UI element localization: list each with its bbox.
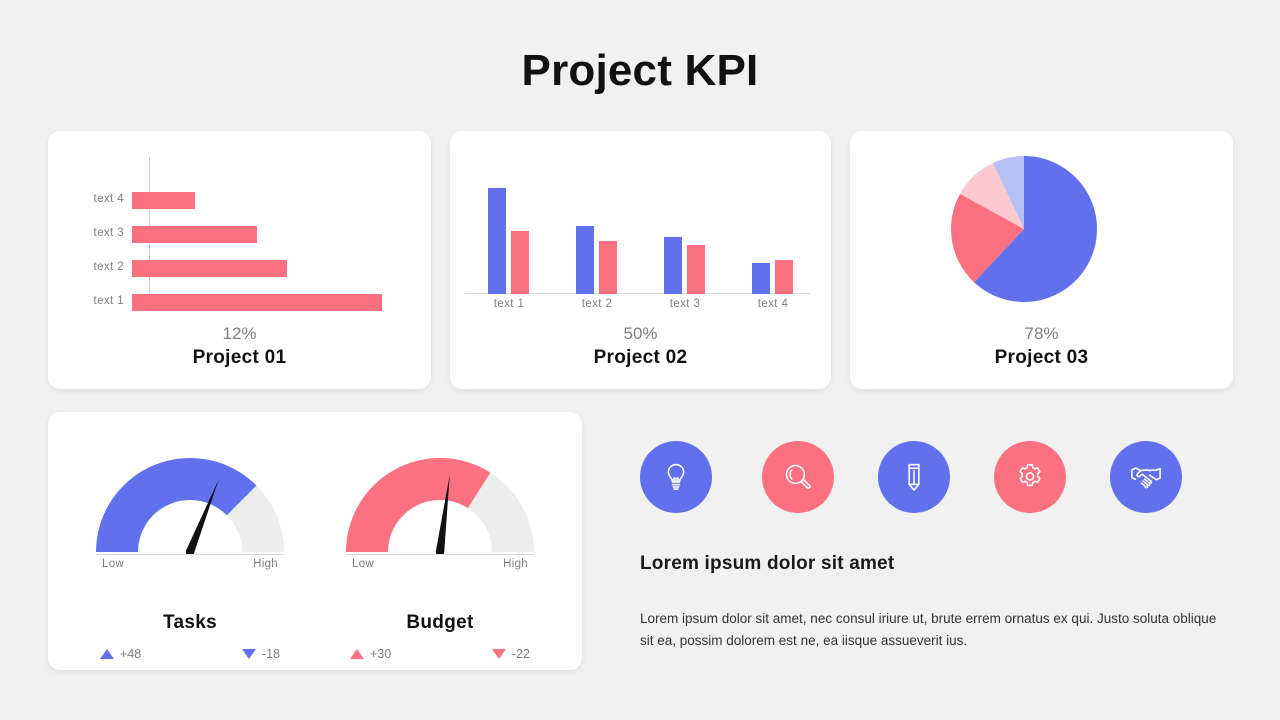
gauge-title: Budget [406,612,474,633]
hbar-bar-1 [132,294,382,311]
pie-slice-1 [974,156,1097,302]
body-heading: Lorem ipsum dolor sit amet [640,553,895,574]
vbar-blue-1 [488,188,506,294]
stat-value: +48 [120,647,142,661]
card-title: Project 02 [593,347,688,368]
gauge-scale-high: High [253,558,278,570]
hbar-label-2: text 2 [93,261,124,273]
card-project-03[interactable]: 78% Project 03 [850,131,1233,389]
card-footer-project-02: 50% Project 02 [450,323,831,371]
body-paragraph: Lorem ipsum dolor sit amet, nec consul i… [640,611,1217,648]
pie-chart [950,155,1098,303]
triangle-up-icon [350,649,364,659]
vbar-group-4: text 4 [729,159,817,310]
vbar-blue-2 [576,226,594,294]
gauge-stats: +48 -18 [90,647,290,667]
card-project-01[interactable]: text 4 text 3 text 2 text 1 12% Project … [48,131,431,389]
gauge-tasks: Low High Tasks +48 -18 [90,440,290,661]
table-row: text 3 [74,226,414,243]
card-gauges[interactable]: Low High Tasks +48 -18 Low [48,412,582,670]
triangle-down-icon [491,649,506,659]
gauge-baseline [96,554,284,555]
gauge-scale-low: Low [352,558,374,570]
hbar-label-4: text 4 [93,193,124,205]
gauge-baseline [346,554,534,555]
vbar-tick-3: text 3 [669,298,701,310]
vbar-group-1: text 1 [465,159,553,310]
vbar-red-1 [511,231,529,294]
vertical-bar-chart: text 1 text 2 text 3 text 4 [465,159,815,324]
status-badge-up: +48 [100,647,141,661]
handshake-icon [1128,459,1164,495]
icon-row [640,441,1200,513]
card-footer-project-01: 12% Project 01 [48,323,431,371]
stat-value: -18 [261,647,280,661]
hbar-bar-4 [132,192,195,209]
vbar-red-2 [599,241,617,294]
card-percent: 50% [623,324,658,343]
triangle-up-icon [100,649,114,659]
gauge-scale: Low High [340,558,540,576]
gauge-budget: Low High Budget +30 -22 [340,440,540,661]
status-badge-down: -18 [241,647,280,661]
hbar-bar-3 [132,226,257,243]
pie-slice-2 [951,193,1024,283]
vbar-red-4 [775,260,793,294]
magnifier-icon-button[interactable] [762,441,834,513]
gauge-needle [186,479,219,554]
gauge-tasks-svg [96,458,284,557]
pie-slice-3 [960,162,1024,229]
magnifier-icon [781,460,815,494]
vbar-tick-4: text 4 [757,298,789,310]
handshake-icon-button[interactable] [1110,441,1182,513]
hbar-label-3: text 3 [93,227,124,239]
vbar-group-2: text 2 [553,159,641,310]
gear-icon [1013,460,1047,494]
pencil-icon-button[interactable] [878,441,950,513]
table-row: text 1 [74,294,414,311]
card-project-02[interactable]: text 1 text 2 text 3 text 4 50% Project … [450,131,831,389]
vbar-tick-1: text 1 [493,298,525,310]
stat-value: +30 [370,647,392,661]
status-badge-up: +30 [350,647,391,661]
card-percent: 12% [222,324,257,343]
gauge-stats: +30 -22 [340,647,540,667]
lightbulb-icon-button[interactable] [640,441,712,513]
chart-baseline [465,293,810,294]
card-footer-project-03: 78% Project 03 [850,323,1233,371]
vbar-blue-3 [664,236,682,294]
table-row: text 2 [74,260,414,277]
gear-icon-button[interactable] [994,441,1066,513]
status-badge-down: -22 [491,647,530,661]
vbar-red-3 [687,245,705,294]
hbar-label-1: text 1 [93,295,124,307]
pie-slice-4 [992,156,1024,229]
gauge-value-arc [96,458,257,552]
gauge-value-arc [346,458,491,552]
vbar-blue-4 [752,263,770,294]
vbar-tick-2: text 2 [581,298,613,310]
horizontal-bar-chart: text 4 text 3 text 2 text 1 [74,154,414,319]
pencil-icon [897,460,931,494]
card-title: Project 01 [192,347,287,368]
hbar-bar-2 [132,260,287,277]
page-title: Project KPI [521,46,759,95]
vbar-group-3: text 3 [641,159,729,310]
pie-chart-svg [951,156,1097,302]
table-row: text 4 [74,192,414,209]
gauge-scale-low: Low [102,558,124,570]
gauge-scale: Low High [90,558,290,576]
gauge-budget-svg [346,458,534,557]
lightbulb-icon [659,460,693,494]
card-title: Project 03 [994,347,1089,368]
gauge-scale-high: High [503,558,528,570]
stat-value: -22 [511,647,530,661]
gauge-title: Tasks [163,612,217,633]
card-percent: 78% [1024,324,1059,343]
gauge-needle [435,474,450,553]
triangle-down-icon [241,649,256,659]
